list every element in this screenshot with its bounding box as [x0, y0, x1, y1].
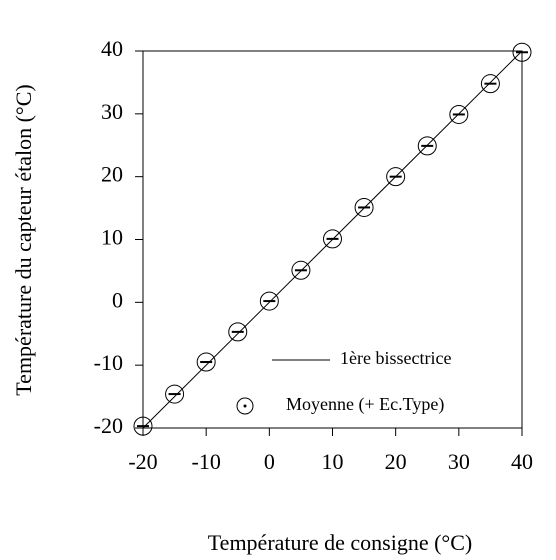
- data-point: [512, 42, 532, 62]
- x-tick-label: -10: [192, 449, 221, 474]
- x-tick-label: -20: [128, 449, 157, 474]
- data-point: [323, 229, 342, 249]
- x-tick-label: 40: [511, 449, 533, 474]
- y-tick-label: 20: [101, 162, 123, 187]
- legend-marker: [236, 397, 254, 415]
- x-tick-label: 0: [264, 449, 275, 474]
- y-tick-label: 10: [101, 225, 123, 250]
- x-tick-label: 30: [448, 449, 470, 474]
- data-point: [449, 104, 469, 124]
- data-point: [386, 167, 406, 187]
- legend-label: 1ère bissectrice: [340, 348, 451, 368]
- y-axis-label: Température du capteur étalon (°C): [11, 84, 36, 395]
- data-point: [354, 197, 374, 217]
- data-point: [196, 352, 216, 372]
- data-point: [480, 74, 500, 94]
- data-point: [133, 416, 153, 436]
- data-point: [165, 384, 185, 404]
- y-tick-label: 30: [101, 99, 123, 124]
- data-point: [228, 322, 248, 342]
- x-axis-label: Température de consigne (°C): [208, 530, 472, 555]
- legend-marker-dot: [243, 404, 247, 408]
- legend-label: Moyenne (+ Ec.Type): [286, 394, 444, 415]
- data-point: [259, 291, 279, 311]
- data-point: [291, 260, 311, 280]
- data-point: [417, 136, 437, 156]
- x-tick-label: 10: [322, 449, 344, 474]
- y-tick-label: 40: [101, 36, 123, 61]
- x-tick-label: 20: [385, 449, 407, 474]
- y-tick-label: 0: [112, 287, 123, 312]
- y-tick-label: -20: [94, 413, 123, 438]
- y-tick-label: -10: [94, 350, 123, 375]
